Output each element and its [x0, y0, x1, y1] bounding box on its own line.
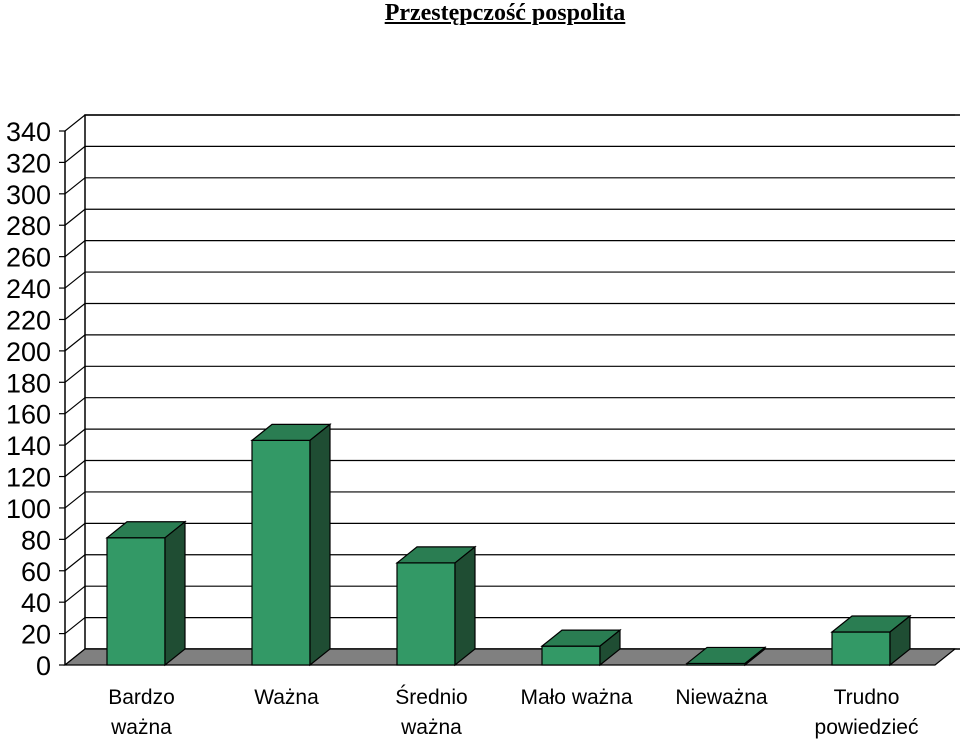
gridline [64, 334, 955, 352]
bar [395, 545, 477, 667]
gridline [64, 114, 955, 132]
y-tick-label: 60 [21, 557, 51, 587]
x-axis-ticks: Bardzo ważna Ważna Średnio ważna Mało ważna Ni… [108, 685, 918, 739]
bar-front [251, 439, 311, 666]
gridline [64, 271, 955, 289]
gridline [64, 585, 955, 603]
y-tick-label: 100 [6, 494, 51, 524]
y-tick-label: 140 [6, 431, 51, 461]
gridline [64, 145, 955, 163]
y-axis-ticks: 0204060801001201401601802002202402602803… [6, 117, 51, 681]
gridline [64, 177, 955, 195]
bar [540, 628, 622, 667]
gridline [64, 459, 955, 477]
y-tick-label: 340 [6, 117, 51, 147]
y-tick-label: 300 [6, 180, 51, 210]
bar-side [164, 520, 186, 667]
gridline [64, 428, 955, 446]
bar [830, 614, 912, 667]
gridline [64, 397, 955, 415]
gridline [64, 302, 955, 320]
chart-floor [63, 648, 957, 666]
gridlines [59, 114, 960, 666]
bar-side [889, 614, 911, 667]
bar-side [454, 545, 476, 667]
back-wall [84, 114, 960, 650]
gridline [64, 208, 955, 226]
y-tick-label: 80 [21, 525, 51, 555]
gridline [64, 491, 955, 509]
x-tick-label: Bardzo ważna [108, 686, 175, 739]
gridline [64, 365, 955, 383]
y-tick-label: 200 [6, 337, 51, 367]
bar [685, 646, 767, 667]
y-tick-label: 220 [6, 305, 51, 335]
x-tick-label: Nieważna [675, 686, 768, 709]
x-tick-label: Mało ważna [520, 686, 632, 709]
bars [105, 423, 912, 667]
y-tick-label: 260 [6, 243, 51, 273]
bar [250, 423, 332, 667]
floor-plane [63, 648, 957, 666]
bar [105, 520, 187, 667]
bar-front [396, 562, 456, 666]
bar-front [831, 631, 891, 666]
y-tick-label: 20 [21, 620, 51, 650]
x-tick-label: Ważna [254, 686, 319, 709]
y-tick-label: 0 [36, 651, 51, 681]
x-tick-label: Trudno powiedzieć [815, 686, 919, 739]
gridline [64, 240, 955, 258]
x-tick-label: Średnio ważna [395, 685, 467, 739]
bar-side [744, 646, 766, 667]
y-tick-label: 180 [6, 368, 51, 398]
gridline [64, 522, 955, 540]
y-tick-label: 120 [6, 463, 51, 493]
bar-front [541, 645, 601, 666]
bar-side [599, 628, 621, 667]
bar-front [106, 537, 166, 666]
y-tick-label: 320 [6, 148, 51, 178]
gridline [64, 554, 955, 572]
y-tick-label: 280 [6, 211, 51, 241]
chart-title: Przestępczość pospolita [384, 0, 626, 26]
y-tick-label: 40 [21, 588, 51, 618]
y-tick-label: 160 [6, 400, 51, 430]
y-tick-label: 240 [6, 274, 51, 304]
bar-side [309, 423, 331, 667]
gridline [64, 616, 955, 635]
